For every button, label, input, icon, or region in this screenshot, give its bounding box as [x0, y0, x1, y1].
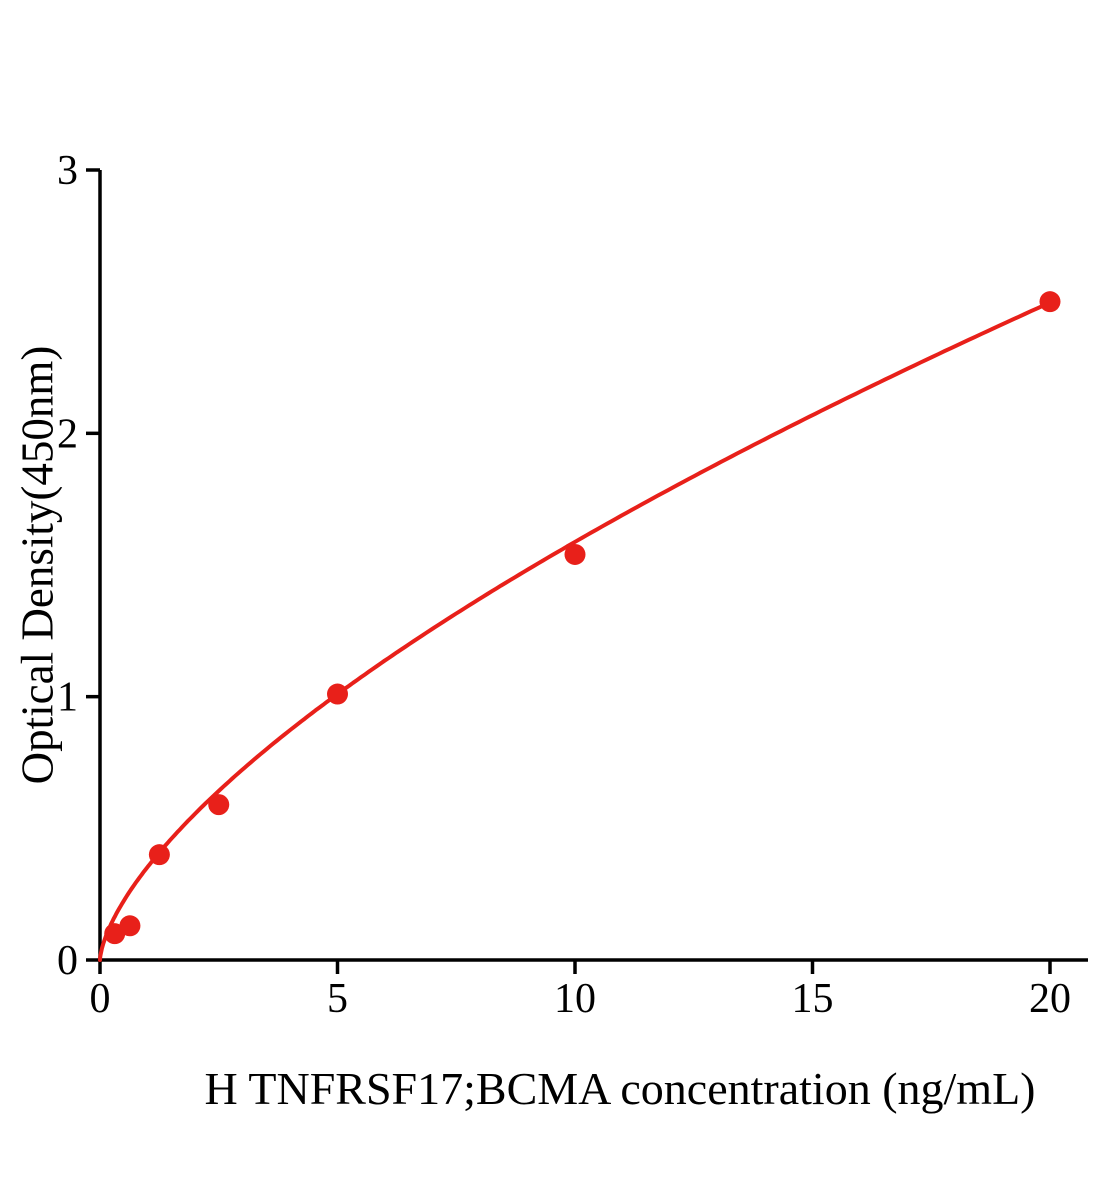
x-tick-label: 10	[554, 976, 596, 1022]
data-point	[119, 915, 141, 937]
x-tick-label: 15	[792, 976, 834, 1022]
fit-curve	[98, 300, 1052, 962]
data-point	[327, 683, 348, 705]
data-point	[148, 844, 170, 866]
y-tick-label: 3	[57, 148, 78, 194]
data-point	[564, 543, 586, 565]
data-point	[1039, 291, 1061, 313]
x-axis-title: H TNFRSF17;BCMA concentration (ng/mL)	[204, 1063, 1036, 1114]
y-tick-label: 2	[57, 411, 78, 457]
x-tick-label: 0	[90, 976, 111, 1022]
y-tick-label: 0	[57, 938, 78, 984]
x-tick-label: 20	[1029, 976, 1071, 1022]
y-axis-title: Optical Density(450nm)	[12, 345, 63, 785]
data-point	[208, 794, 230, 816]
y-tick-label: 1	[57, 675, 78, 721]
x-tick-label: 5	[327, 976, 348, 1022]
